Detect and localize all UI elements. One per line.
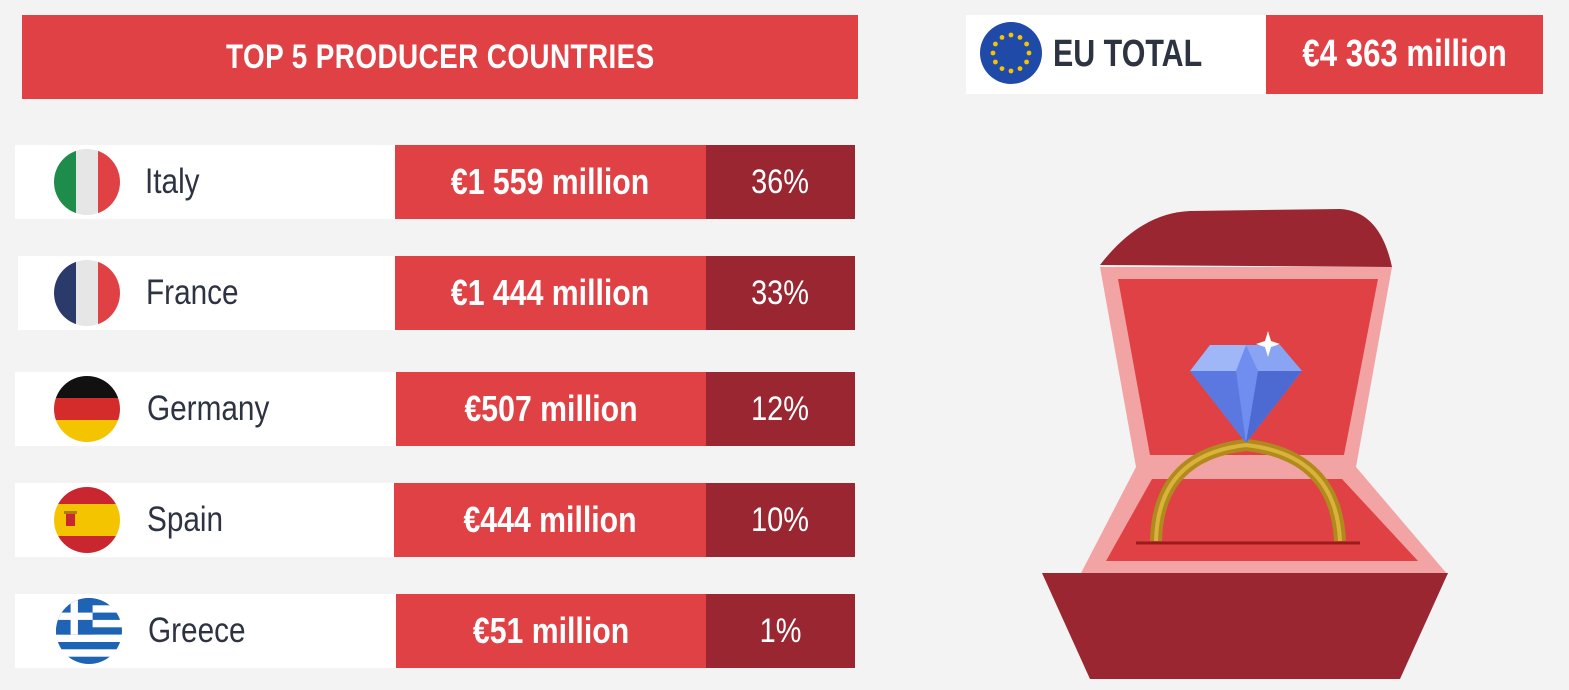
country-name: Germany bbox=[147, 389, 270, 428]
page-title-text: TOP 5 PRODUCER COUNTRIES bbox=[225, 37, 655, 76]
country-value: €1 444 million bbox=[395, 256, 706, 330]
country-percent: 33% bbox=[706, 256, 855, 330]
italy-flag-icon bbox=[54, 149, 120, 215]
list-item: Germany €507 million 12% bbox=[15, 372, 855, 446]
country-value: €1 559 million bbox=[395, 145, 706, 219]
list-item: Spain €444 million 10% bbox=[15, 483, 855, 557]
list-item: Greece €51 million 1% bbox=[15, 594, 855, 668]
germany-flag-icon bbox=[54, 376, 120, 442]
greece-flag-icon bbox=[56, 598, 122, 664]
country-percent: 1% bbox=[706, 594, 855, 668]
country-name: Spain bbox=[147, 500, 224, 539]
country-value: €444 million bbox=[394, 483, 706, 557]
country-percent: 12% bbox=[706, 372, 855, 446]
country-percent: 36% bbox=[706, 145, 855, 219]
page-title: TOP 5 PRODUCER COUNTRIES bbox=[22, 15, 858, 99]
france-flag-icon bbox=[54, 260, 120, 326]
country-name: Greece bbox=[148, 611, 246, 650]
spain-flag-icon bbox=[54, 487, 120, 553]
eu-flag-icon bbox=[980, 22, 1042, 84]
country-value: €51 million bbox=[396, 594, 706, 668]
country-percent: 10% bbox=[706, 483, 855, 557]
eu-total-value: €4 363 million bbox=[1266, 15, 1543, 94]
list-item: Italy €1 559 million 36% bbox=[15, 145, 855, 219]
list-item: France €1 444 million 33% bbox=[18, 256, 855, 330]
country-name: France bbox=[146, 273, 239, 312]
country-value: €507 million bbox=[396, 372, 706, 446]
ring-in-box-icon bbox=[1040, 205, 1450, 685]
eu-total-label: EU TOTAL bbox=[1053, 33, 1203, 75]
country-name: Italy bbox=[145, 162, 200, 201]
